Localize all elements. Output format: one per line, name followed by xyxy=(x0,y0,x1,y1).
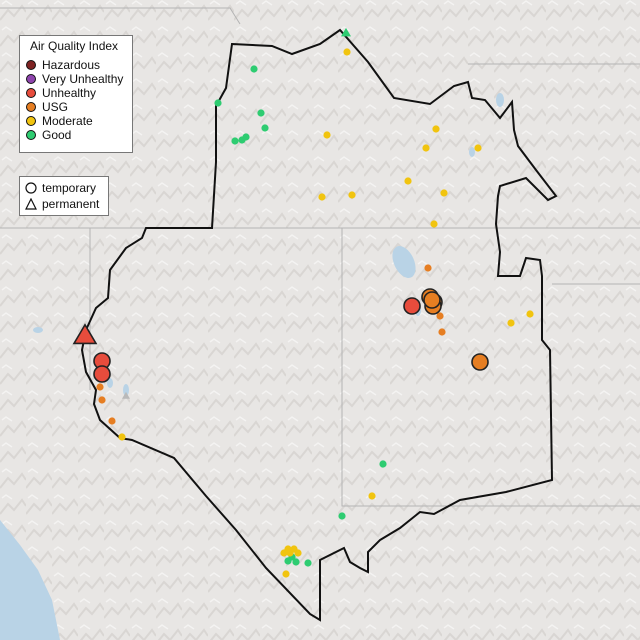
monitor-moderate-temporary[interactable] xyxy=(280,549,288,557)
monitor-moderate-temporary[interactable] xyxy=(343,48,351,56)
monitor-good-temporary[interactable] xyxy=(250,65,258,73)
monitor-good-temporary[interactable] xyxy=(214,99,222,107)
legend-item-moderate: Moderate xyxy=(26,114,93,128)
monitor-usg-temporary[interactable] xyxy=(438,328,446,336)
monitor-moderate-temporary[interactable] xyxy=(422,144,430,152)
permanent-label: permanent xyxy=(42,197,100,211)
monitor-type-legend: temporary permanent xyxy=(19,176,109,216)
monitor-moderate-temporary[interactable] xyxy=(368,492,376,500)
state-lines xyxy=(0,7,640,507)
legend-item-label: Unhealthy xyxy=(42,86,97,100)
monitor-usg-permanent[interactable] xyxy=(122,391,130,399)
monitor-good-temporary[interactable] xyxy=(257,109,265,117)
legend-item-label: Good xyxy=(42,128,72,142)
monitor-moderate-temporary[interactable] xyxy=(526,310,534,318)
monitor-moderate-temporary[interactable] xyxy=(348,191,356,199)
monitor-good-temporary[interactable] xyxy=(238,136,246,144)
lake-tahoe xyxy=(107,378,113,388)
temporary-label: temporary xyxy=(42,181,97,195)
very-unhealthy-swatch xyxy=(26,74,36,84)
ocean xyxy=(0,520,60,640)
monitor-moderate-temporary[interactable] xyxy=(432,125,440,133)
bear-lake xyxy=(469,147,475,157)
legend-item-temporary: temporary xyxy=(25,181,96,195)
monitor-good-temporary[interactable] xyxy=(261,124,269,132)
hazardous-swatch xyxy=(26,60,36,70)
monitor-good-temporary[interactable] xyxy=(338,512,346,520)
usg-swatch xyxy=(26,102,36,112)
legend-item-label: Very Unhealthy xyxy=(42,72,124,86)
monitor-usg-temporary[interactable] xyxy=(471,353,489,371)
legend-item-usg: USG xyxy=(26,100,68,114)
monitor-unhealthy-permanent[interactable] xyxy=(72,323,98,345)
legend-item-hazardous: Hazardous xyxy=(26,58,100,72)
legend-item-label: Moderate xyxy=(42,114,93,128)
triangle-icon xyxy=(25,198,37,210)
monitor-good-temporary[interactable] xyxy=(292,558,300,566)
monitor-moderate-temporary[interactable] xyxy=(404,177,412,185)
monitor-moderate-temporary[interactable] xyxy=(318,193,326,201)
great-salt-lake xyxy=(392,246,416,278)
legend-title: Air Quality Index xyxy=(30,39,119,53)
monitor-moderate-temporary[interactable] xyxy=(294,549,302,557)
monitor-usg-temporary[interactable] xyxy=(436,312,444,320)
moderate-swatch xyxy=(26,116,36,126)
legend-item-unhealthy: Unhealthy xyxy=(26,86,96,100)
monitor-unhealthy-temporary[interactable] xyxy=(93,365,111,383)
monitor-usg-temporary[interactable] xyxy=(98,396,106,404)
lakes xyxy=(33,93,504,396)
legend-item-permanent: permanent xyxy=(25,197,99,211)
monitor-moderate-temporary[interactable] xyxy=(323,131,331,139)
monitor-good-temporary[interactable] xyxy=(379,460,387,468)
monitor-moderate-temporary[interactable] xyxy=(430,220,438,228)
monitor-moderate-temporary[interactable] xyxy=(440,189,448,197)
legend-item-label: USG xyxy=(42,100,69,114)
monitor-usg-temporary[interactable] xyxy=(424,264,432,272)
monitor-moderate-temporary[interactable] xyxy=(507,319,515,327)
monitor-good-permanent[interactable] xyxy=(341,27,351,37)
monitor-moderate-temporary[interactable] xyxy=(474,144,482,152)
legend-item-good: Good xyxy=(26,128,71,142)
monitor-good-temporary[interactable] xyxy=(284,557,292,565)
circle-icon xyxy=(25,182,37,194)
monitor-moderate-temporary[interactable] xyxy=(282,570,290,578)
unhealthy-swatch xyxy=(26,88,36,98)
monitor-good-temporary[interactable] xyxy=(304,559,312,567)
legend-item-label: Hazardous xyxy=(42,58,101,72)
pyramid-lake xyxy=(123,384,129,396)
monitor-usg-temporary[interactable] xyxy=(108,417,116,425)
monitor-usg-temporary[interactable] xyxy=(96,383,104,391)
legend-item-very-unhealthy: Very Unhealthy xyxy=(26,72,123,86)
monitor-markers xyxy=(72,27,534,578)
monitor-moderate-temporary[interactable] xyxy=(286,549,294,557)
monitor-good-temporary[interactable] xyxy=(231,137,239,145)
reservoir-north xyxy=(496,93,504,107)
lake-west xyxy=(33,327,43,333)
aqi-legend: Air Quality Index Hazardous Very Unhealt… xyxy=(19,35,133,153)
good-swatch xyxy=(26,130,36,140)
monitor-usg-temporary[interactable] xyxy=(423,291,441,309)
monitor-unhealthy-temporary[interactable] xyxy=(403,297,421,315)
monitor-moderate-temporary[interactable] xyxy=(118,433,126,441)
